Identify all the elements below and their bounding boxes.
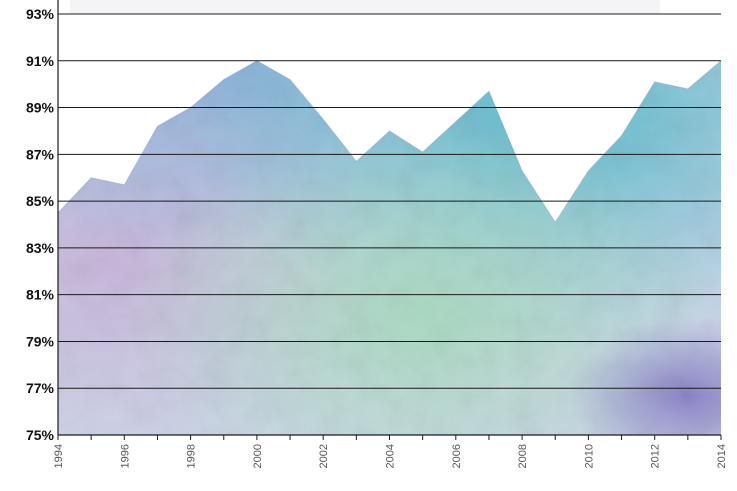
x-tick-label: 2004 xyxy=(385,444,397,468)
y-tick-label: 83% xyxy=(26,240,55,256)
y-tick-label: 81% xyxy=(26,287,55,303)
data-point-2008 xyxy=(521,169,524,172)
x-tick-label: 2000 xyxy=(252,444,264,468)
y-tick-label: 85% xyxy=(26,193,55,209)
y-tick-label: 93% xyxy=(26,6,55,22)
data-point-2009 xyxy=(554,221,557,224)
data-point-1997 xyxy=(156,125,159,128)
y-axis: 75% 77% 79% 81% 83% 85% 87% 89% 91% 93% xyxy=(26,0,59,443)
data-point-1996 xyxy=(123,183,126,186)
title-backdrop xyxy=(70,0,660,14)
area-violet-wash xyxy=(58,60,721,435)
area-series-outline xyxy=(57,60,722,224)
data-point-2007 xyxy=(487,90,490,93)
data-point-2001 xyxy=(289,78,292,81)
x-tick-label: 2002 xyxy=(318,444,330,468)
x-tick-label: 2008 xyxy=(517,444,529,468)
y-tick-label: 77% xyxy=(26,380,55,396)
data-point-2003 xyxy=(355,160,358,163)
y-tick-label: 89% xyxy=(26,100,55,116)
data-point-2010 xyxy=(587,169,590,172)
x-axis: 1994 1996 1998 2000 2002 2004 2006 2008 2010 2012… xyxy=(53,434,728,468)
y-tick-label: 79% xyxy=(26,333,55,349)
x-tick-label: 1996 xyxy=(119,444,131,468)
x-tick-label: 2012 xyxy=(650,444,662,468)
y-tick-label: 75% xyxy=(26,427,55,443)
y-tick-label: 91% xyxy=(26,53,55,69)
x-tick-label: 1994 xyxy=(53,444,65,468)
data-point-2002 xyxy=(322,118,325,121)
x-tick-label: 1998 xyxy=(186,444,198,468)
data-point-2012 xyxy=(653,80,656,83)
x-tick-label: 2006 xyxy=(451,444,463,468)
x-tick-label: 2010 xyxy=(583,444,595,468)
data-point-1995 xyxy=(90,176,93,179)
data-point-2013 xyxy=(686,87,689,90)
data-point-2006 xyxy=(454,120,457,123)
y-tick-label: 87% xyxy=(26,146,55,162)
data-point-1999 xyxy=(222,78,225,81)
chart-title-area xyxy=(70,0,660,14)
data-point-2004 xyxy=(388,129,391,132)
x-tick-label: 2014 xyxy=(716,444,728,468)
data-point-2005 xyxy=(421,150,424,153)
area-fill-group xyxy=(57,60,722,435)
data-point-2011 xyxy=(620,134,623,137)
